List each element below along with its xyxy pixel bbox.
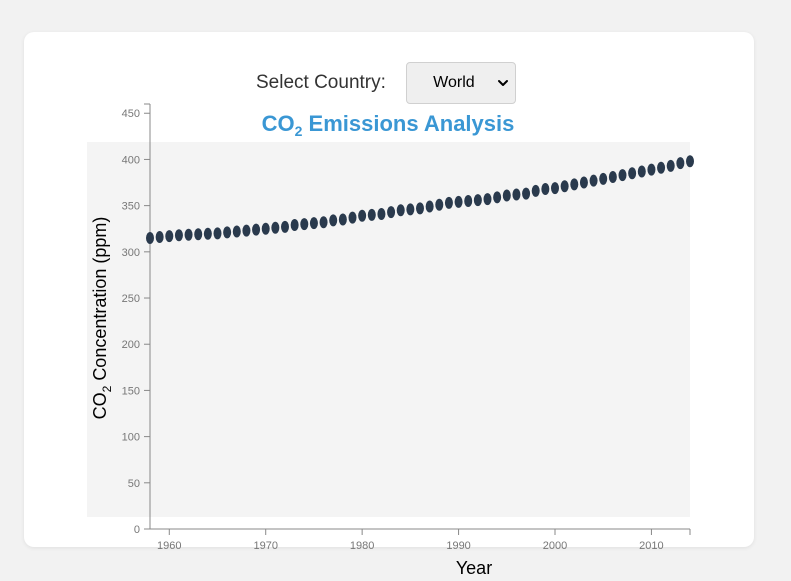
data-point [502, 189, 511, 202]
data-point [396, 204, 405, 217]
data-point [174, 229, 183, 242]
y-tick-label: 200 [122, 339, 140, 351]
data-point [686, 155, 694, 168]
data-point [666, 159, 675, 172]
data-point [454, 195, 463, 208]
data-point [522, 187, 531, 200]
x-tick-label: 2000 [543, 540, 567, 552]
chart-title-sub: 2 [295, 123, 303, 139]
data-point [416, 202, 424, 215]
data-point [560, 180, 569, 193]
data-point [203, 227, 212, 240]
data-point [387, 206, 396, 219]
y-axis-label: CO2 Concentration (ppm) [90, 217, 114, 420]
data-point [213, 227, 222, 240]
data-point [541, 183, 550, 195]
data-point [464, 195, 473, 208]
x-tick-label: 1960 [157, 540, 181, 552]
chevron-down-icon [497, 80, 508, 86]
data-point [657, 161, 666, 174]
data-point [618, 169, 627, 182]
data-point [261, 222, 270, 235]
plot-background [87, 142, 690, 517]
y-axis-label-rest: Concentration (ppm) [90, 217, 110, 386]
data-point [579, 176, 588, 189]
data-point [599, 172, 608, 185]
data-point [483, 193, 492, 206]
y-tick-label: 300 [122, 247, 140, 259]
data-point [493, 191, 502, 204]
data-point [435, 198, 444, 211]
data-point [232, 225, 241, 238]
data-point [300, 218, 309, 231]
data-point [348, 211, 357, 224]
data-points [146, 155, 694, 244]
data-point [589, 174, 598, 187]
data-point [271, 221, 280, 234]
x-tick-label: 1970 [253, 540, 277, 552]
y-tick-label: 50 [128, 478, 140, 490]
data-point [223, 226, 232, 239]
x-axis: 1960 1970 1980 1990 2000 2010 [150, 528, 691, 552]
country-select-value: World [433, 74, 475, 91]
data-point [367, 208, 376, 221]
y-tick-label: 150 [122, 385, 140, 397]
y-tick-label: 0 [134, 524, 140, 536]
x-axis-label: Year [456, 558, 492, 578]
data-point [252, 223, 261, 236]
data-point [512, 188, 521, 201]
country-select[interactable]: World [405, 62, 516, 104]
data-point [165, 230, 174, 243]
data-point [473, 194, 482, 207]
data-point [329, 214, 338, 227]
data-point [309, 217, 318, 230]
data-point [425, 200, 434, 213]
y-axis-label-sub: 2 [100, 385, 114, 392]
chart-title-main: CO [262, 111, 295, 136]
chart-title: CO2 Emissions Analysis [262, 111, 515, 139]
data-point [570, 178, 579, 191]
data-point [194, 228, 203, 241]
data-point [551, 182, 559, 195]
y-tick-label: 100 [122, 432, 140, 444]
country-controls: Select Country: World [256, 62, 516, 104]
data-point [531, 184, 540, 197]
y-axis-label-main: CO [90, 392, 110, 419]
y-tick-label: 350 [122, 201, 140, 213]
x-tick-label: 2010 [639, 540, 663, 552]
data-point [608, 170, 617, 183]
data-point [444, 196, 453, 209]
y-axis: 0 50 100 150 200 250 300 350 400 450 [122, 103, 151, 536]
data-point [637, 165, 646, 178]
data-point [358, 209, 367, 222]
data-point [155, 231, 164, 244]
data-point [628, 167, 637, 180]
data-point [146, 231, 154, 244]
data-point [281, 220, 289, 233]
select-country-label: Select Country: [256, 72, 386, 93]
data-point [647, 163, 656, 176]
y-tick-label: 400 [122, 154, 140, 166]
data-point [242, 224, 251, 237]
y-tick-label: 450 [122, 108, 140, 120]
chart-title-rest: Emissions Analysis [302, 111, 514, 136]
data-point [290, 219, 299, 232]
x-tick-label: 1990 [446, 540, 470, 552]
data-point [319, 216, 328, 229]
x-tick-label: 1980 [350, 540, 374, 552]
data-point [676, 157, 685, 170]
data-point [377, 207, 386, 220]
data-point [184, 228, 193, 241]
data-point [406, 203, 415, 216]
data-point [338, 213, 347, 226]
y-tick-label: 250 [122, 293, 140, 305]
